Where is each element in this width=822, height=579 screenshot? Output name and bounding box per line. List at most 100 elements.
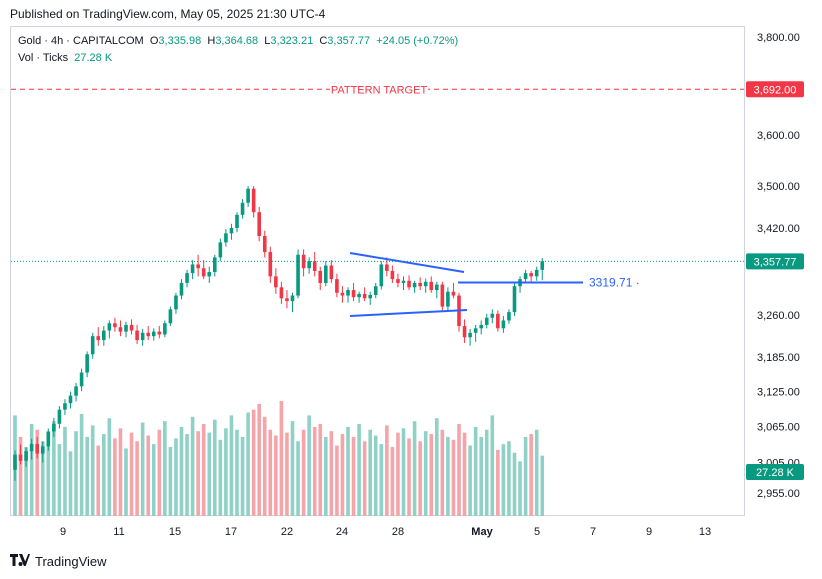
candle-body [307, 261, 311, 269]
volume-bar [90, 425, 95, 516]
candle-body [246, 188, 250, 203]
volume-bar [290, 421, 295, 516]
candle-body [229, 228, 234, 234]
candle-body [357, 293, 361, 298]
candle-body [351, 290, 356, 298]
volume-bar [279, 401, 284, 516]
candle-body [462, 326, 467, 338]
volume-bar [163, 421, 167, 516]
y-tick-label: 3,260.00 [757, 310, 800, 322]
candle-body [534, 269, 539, 277]
change-value: +24.05 (+0.72%) [376, 35, 459, 47]
x-tick-label: 28 [392, 526, 404, 538]
volume-label[interactable]: Vol · Ticks [18, 52, 69, 64]
volume-bar [179, 426, 184, 516]
volume-bar [346, 426, 350, 516]
open-value: 3,335.98 [158, 35, 202, 47]
candle-body [312, 261, 317, 271]
volume-bar [268, 429, 273, 516]
candle-body [262, 235, 267, 253]
volume-bar [512, 452, 517, 516]
candle-body [401, 280, 406, 283]
candle-body [540, 261, 545, 270]
candle-body [385, 264, 389, 271]
y-tick-label: 3,500.00 [757, 181, 800, 193]
pattern-target-label-bg [330, 82, 428, 97]
candle-body [146, 332, 150, 337]
candle-body [268, 252, 273, 277]
candle-body [507, 312, 511, 321]
volume-bar [85, 436, 89, 516]
candle-body [362, 293, 367, 299]
volume-bar [52, 421, 56, 516]
volume-bar [124, 448, 128, 516]
volume-bar [379, 444, 384, 516]
candle-body [512, 286, 517, 313]
x-tick-label: 24 [336, 526, 348, 538]
x-tick-label: 17 [225, 526, 237, 538]
candle-body [29, 443, 34, 452]
candle-body [185, 273, 189, 283]
candle-body [368, 294, 372, 299]
y-tick-label: 3,420.00 [757, 223, 800, 235]
volume-bar [312, 426, 317, 516]
y-tick-label: 3,600.00 [757, 130, 800, 142]
volume-bar [490, 415, 495, 516]
candle-body [40, 446, 45, 454]
tradingview-logo[interactable]: TradingView [10, 553, 107, 569]
volume-value: 27.28 K [74, 52, 113, 64]
candle-body [68, 395, 73, 404]
volume-bar [218, 439, 223, 516]
candle-body [435, 284, 439, 291]
candle-body [390, 270, 395, 280]
volume-badge-bg [746, 464, 804, 480]
volume-bar [529, 434, 533, 516]
candle-body [446, 291, 450, 307]
y-tick-label: 2,955.00 [757, 488, 800, 500]
symbol-label[interactable]: Gold · 4h · CAPITALCOM [18, 35, 144, 47]
volume-bar [174, 438, 178, 516]
volume-bar [246, 412, 250, 516]
volume-bar [240, 436, 245, 516]
volume-bar [251, 409, 256, 516]
volume-bar [113, 438, 117, 516]
candle-body [24, 451, 28, 461]
volume-bar [151, 444, 156, 516]
x-tick-label: 9 [646, 526, 652, 538]
candle-body [496, 313, 500, 329]
volume-bar [479, 436, 483, 516]
low-value: 3,323.21 [270, 35, 314, 47]
volume-bar [462, 432, 467, 516]
volume-bar [296, 441, 300, 516]
candle-body [479, 324, 483, 329]
candle-body [168, 309, 173, 324]
y-tick-label: 3,185.00 [757, 352, 800, 364]
candle-body [451, 291, 456, 296]
candle-body [329, 265, 334, 280]
candle-body [96, 336, 101, 341]
candle-body [135, 330, 139, 341]
candle-body [407, 280, 411, 288]
candle-body [423, 281, 428, 287]
volume-bar [373, 435, 378, 516]
volume-bar [418, 441, 422, 516]
volume-bar [118, 428, 123, 516]
volume-bar [168, 447, 173, 516]
candle-body [396, 279, 400, 283]
candle-body [290, 295, 295, 302]
x-tick-label: May [471, 526, 493, 538]
candle-body [529, 273, 533, 277]
volume-bar [329, 431, 334, 516]
candle-body [118, 327, 123, 332]
volume-bar [140, 422, 145, 516]
volume-bar [235, 429, 239, 516]
candle-body [468, 332, 472, 338]
candle-body [90, 336, 95, 355]
y-tick-label: 3,800.00 [757, 32, 800, 44]
candle-body [85, 354, 89, 373]
published-header: Published on TradingView.com, May 05, 20… [10, 7, 326, 21]
volume-bar [79, 413, 84, 516]
volume-bar [357, 424, 361, 516]
candle-body [335, 279, 339, 293]
